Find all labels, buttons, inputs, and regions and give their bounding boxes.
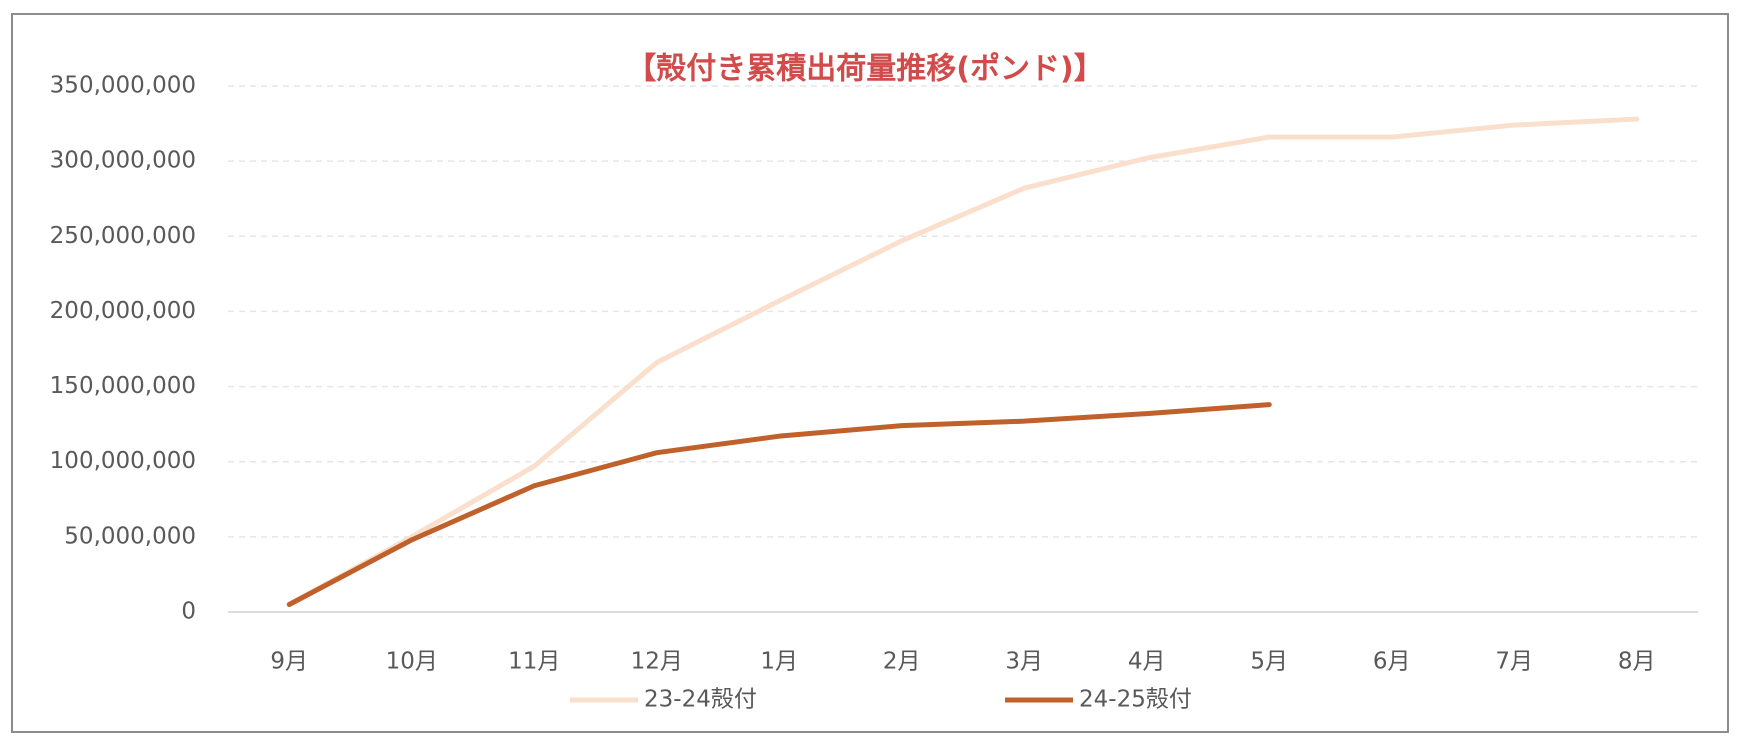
x-tick-label: 2月 bbox=[883, 649, 921, 675]
x-tick-label: 8月 bbox=[1618, 649, 1656, 675]
x-tick-label: 6月 bbox=[1373, 649, 1411, 675]
series-line bbox=[286, 402, 1272, 607]
x-tick-label: 11月 bbox=[508, 649, 560, 675]
chart-border bbox=[11, 13, 1729, 733]
x-tick-label: 1月 bbox=[760, 649, 798, 675]
y-tick-label: 300,000,000 bbox=[50, 148, 196, 174]
x-tick-label: 10月 bbox=[386, 649, 438, 675]
y-tick-label: 200,000,000 bbox=[50, 298, 196, 324]
y-tick-label: 50,000,000 bbox=[64, 523, 196, 549]
y-tick-label: 150,000,000 bbox=[50, 373, 196, 399]
y-tick-label: 250,000,000 bbox=[50, 223, 196, 249]
x-tick-label: 9月 bbox=[270, 649, 308, 675]
x-tick-label: 12月 bbox=[631, 649, 683, 675]
y-tick-label: 100,000,000 bbox=[50, 448, 196, 474]
series-line bbox=[286, 116, 1640, 607]
y-tick-label: 350,000,000 bbox=[50, 73, 196, 99]
x-tick-label: 4月 bbox=[1128, 649, 1166, 675]
x-tick-label: 7月 bbox=[1495, 649, 1533, 675]
legend-label: 23-24殻付 bbox=[644, 687, 757, 713]
chart-title: 【殻付き累積出荷量推移(ポンド)】 bbox=[626, 52, 1103, 87]
x-tick-label: 5月 bbox=[1250, 649, 1288, 675]
x-tick-label: 3月 bbox=[1005, 649, 1043, 675]
y-tick-label: 0 bbox=[181, 599, 196, 625]
legend-label: 24-25殻付 bbox=[1079, 687, 1192, 713]
